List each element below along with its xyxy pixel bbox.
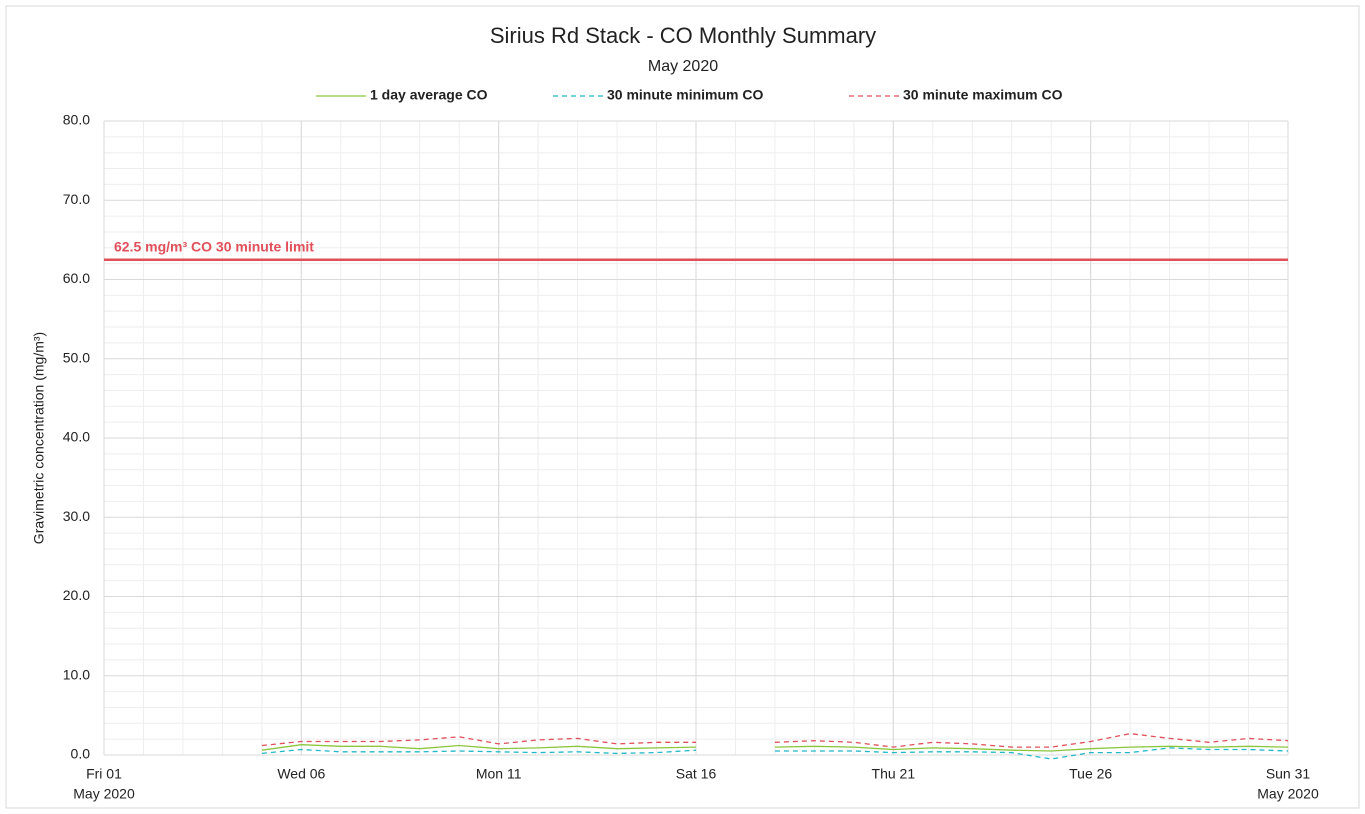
series-line	[261, 732, 1289, 748]
y-axis-label: Gravimetric concentration (mg/m³)	[31, 332, 47, 544]
x-tick-label: Tue 26	[1069, 766, 1112, 782]
y-tick-label: 40.0	[63, 429, 90, 445]
limit-label: 62.5 mg/m³ CO 30 minute limit	[114, 238, 314, 254]
series-line	[261, 744, 1289, 752]
y-tick-label: 10.0	[63, 666, 90, 682]
x-tick-label: Fri 01	[86, 766, 122, 782]
legend-label: 30 minute maximum CO	[903, 87, 1063, 103]
y-tick-label: 50.0	[63, 349, 90, 365]
x-tick-label: Thu 21	[872, 766, 916, 782]
x-tick-label: Sun 31	[1266, 766, 1311, 782]
x-tick-label: Wed 06	[277, 766, 325, 782]
x-tick-label: May 2020	[1257, 786, 1319, 802]
chart-subtitle: May 2020	[648, 58, 718, 75]
y-tick-label: 30.0	[63, 508, 90, 524]
y-tick-label: 0.0	[71, 746, 91, 762]
series-line	[261, 747, 1289, 760]
chart-border	[5, 5, 1360, 809]
y-tick-label: 20.0	[63, 587, 90, 603]
x-tick-label: May 2020	[73, 786, 135, 802]
legend-label: 30 minute minimum CO	[607, 87, 763, 103]
y-tick-label: 80.0	[63, 112, 90, 128]
legend-label: 1 day average CO	[370, 87, 488, 103]
x-tick-label: Sat 16	[676, 766, 717, 782]
chart-title: Sirius Rd Stack - CO Monthly Summary	[490, 23, 876, 48]
y-tick-label: 70.0	[63, 191, 90, 207]
y-tick-label: 60.0	[63, 270, 90, 286]
x-tick-label: Mon 11	[476, 766, 522, 782]
